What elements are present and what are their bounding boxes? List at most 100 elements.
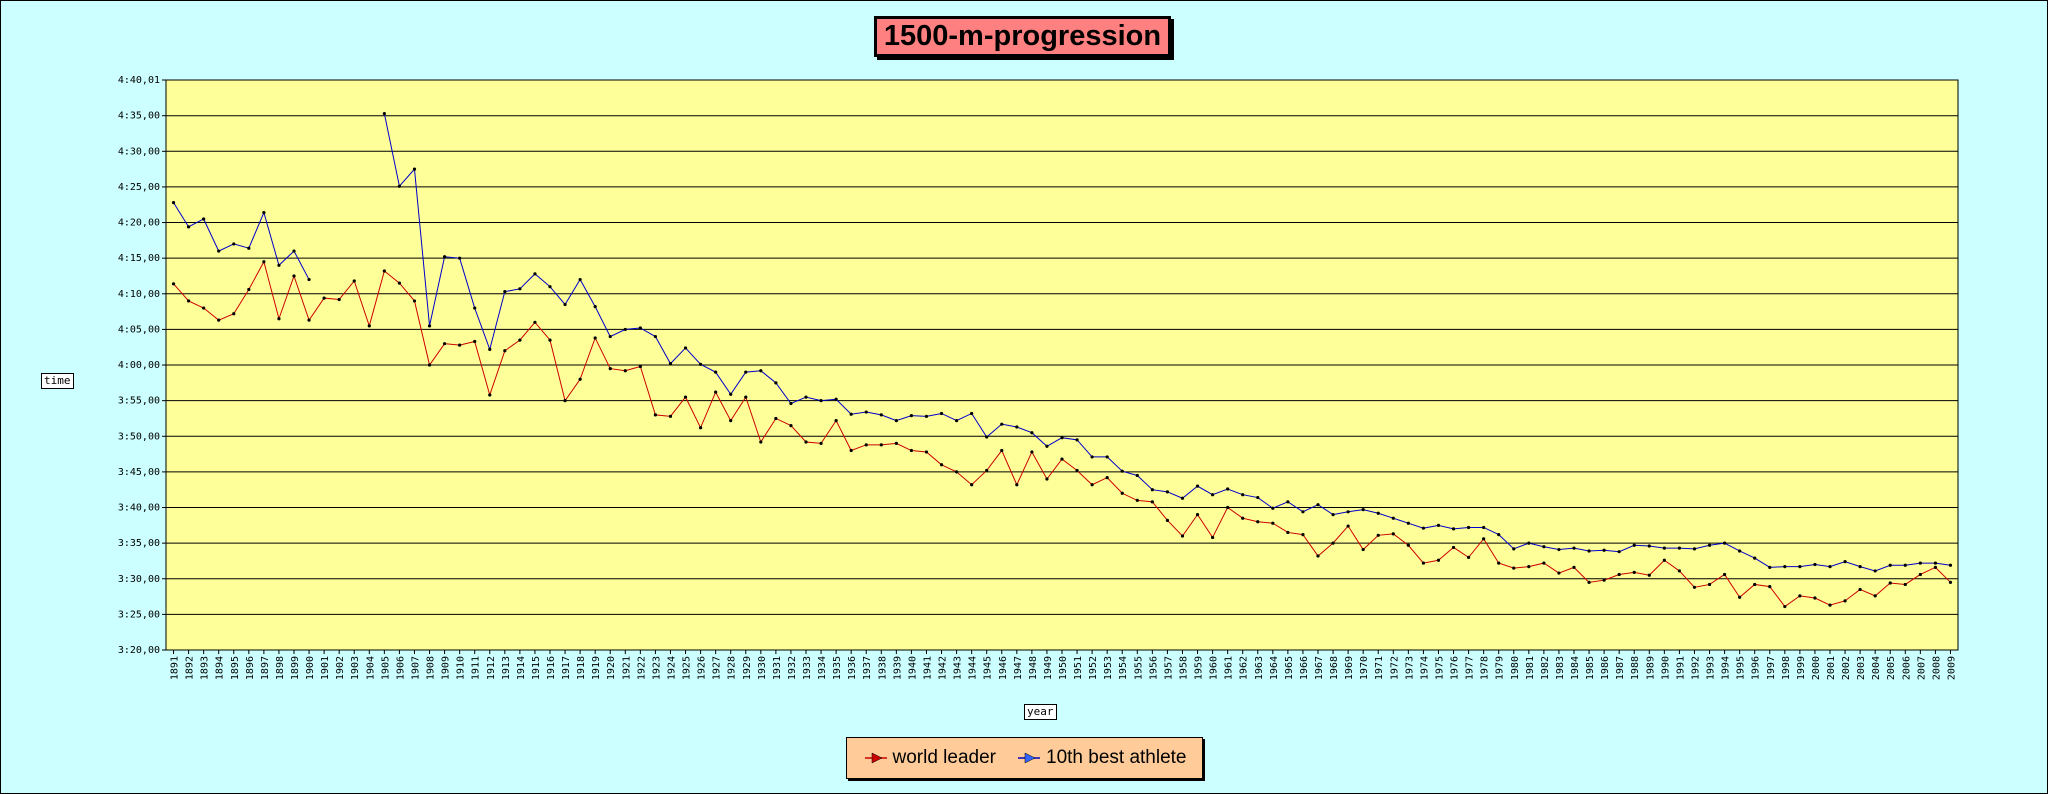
- x-axis: 1891 1892 1893 1894 1895 1896 1897 1898 1899 1900…: [170, 650, 1957, 680]
- data-point: [714, 390, 718, 394]
- y-tick-label: 4:20,00: [118, 218, 160, 229]
- data-point: [683, 395, 688, 399]
- x-tick-label: 1972: [1389, 656, 1400, 680]
- x-tick-label: 1966: [1299, 656, 1310, 680]
- data-point: [1391, 516, 1395, 520]
- x-tick-label: 1963: [1254, 656, 1265, 680]
- data-point: [1933, 565, 1938, 569]
- data-point: [638, 364, 642, 369]
- data-point: [1557, 547, 1561, 552]
- data-point: [1662, 546, 1666, 550]
- data-point: [1451, 545, 1456, 550]
- x-tick-label: 1965: [1284, 656, 1295, 680]
- x-tick-label: 1896: [245, 656, 256, 680]
- x-axis-label: year: [1024, 704, 1057, 720]
- data-point: [1135, 498, 1139, 502]
- x-tick-label: 1930: [757, 656, 768, 680]
- data-point: [985, 468, 989, 473]
- data-point: [1873, 569, 1877, 573]
- data-point: [1135, 473, 1139, 478]
- x-tick-label: 1911: [471, 656, 482, 680]
- series-line: [173, 202, 310, 280]
- x-tick-label: 1950: [1058, 656, 1069, 680]
- data-point: [1406, 521, 1410, 525]
- x-tick-label: 1937: [862, 656, 873, 680]
- data-point: [1075, 438, 1079, 442]
- data-point: [1165, 518, 1170, 522]
- data-point: [412, 167, 417, 171]
- x-tick-label: 1995: [1736, 656, 1747, 680]
- data-point: [518, 287, 522, 291]
- data-point: [1060, 436, 1064, 440]
- x-tick-label: 1897: [260, 656, 271, 680]
- data-point: [458, 256, 462, 260]
- data-point: [412, 299, 417, 303]
- x-tick-label: 1952: [1088, 656, 1099, 680]
- x-tick-label: 1999: [1796, 656, 1807, 680]
- data-point: [1150, 488, 1154, 492]
- data-point: [1933, 561, 1938, 565]
- x-tick-label: 1926: [697, 656, 708, 680]
- x-tick-label: 1983: [1555, 656, 1566, 680]
- data-point: [1542, 545, 1546, 549]
- data-point: [1105, 475, 1109, 480]
- data-point: [262, 260, 266, 264]
- data-point: [1436, 523, 1441, 527]
- data-point: [186, 225, 191, 229]
- data-point: [247, 287, 251, 292]
- data-point: [1798, 565, 1802, 569]
- legend-label-10th-best: 10th best athlete: [1046, 747, 1187, 768]
- x-tick-label: 1945: [983, 656, 994, 680]
- data-point: [1722, 572, 1727, 577]
- series-10th-best: [171, 111, 1953, 573]
- data-point: [1677, 569, 1682, 573]
- data-point: [1180, 496, 1185, 500]
- data-point: [1015, 425, 1019, 429]
- x-tick-label: 1923: [651, 656, 662, 680]
- x-tick-label: 1913: [501, 656, 512, 680]
- data-point: [744, 370, 748, 374]
- data-point: [1557, 571, 1561, 575]
- data-point: [367, 324, 371, 328]
- data-point: [1497, 561, 1501, 565]
- data-point: [909, 448, 914, 453]
- data-point: [729, 419, 733, 423]
- data-point: [1075, 468, 1079, 473]
- x-tick-label: 1898: [275, 656, 286, 680]
- x-tick-label: 1924: [666, 656, 677, 680]
- legend-marker-red-icon: [864, 752, 887, 764]
- data-point: [1828, 565, 1832, 569]
- x-tick-label: 1962: [1239, 656, 1250, 680]
- data-point: [1512, 547, 1516, 551]
- data-point: [1226, 487, 1230, 491]
- data-point: [924, 450, 929, 454]
- y-tick-label: 3:25,00: [118, 609, 160, 620]
- y-tick-label: 4:25,00: [118, 182, 160, 193]
- data-point: [683, 346, 688, 350]
- x-tick-label: 2005: [1886, 656, 1897, 680]
- x-tick-label: 1968: [1329, 656, 1340, 680]
- x-tick-label: 1989: [1645, 656, 1656, 680]
- data-point: [1361, 547, 1365, 552]
- data-point: [1000, 422, 1004, 426]
- data-point: [789, 401, 793, 406]
- data-point: [970, 411, 974, 416]
- data-point: [277, 317, 281, 321]
- data-point: [1527, 541, 1531, 545]
- data-point: [548, 338, 552, 342]
- x-tick-label: 1929: [742, 656, 753, 680]
- data-point: [819, 399, 823, 403]
- x-tick-label: 1894: [215, 656, 226, 680]
- data-point: [1210, 493, 1215, 497]
- x-tick-label: 1904: [365, 656, 376, 680]
- data-point: [909, 414, 914, 418]
- data-point: [804, 395, 808, 399]
- data-point: [548, 285, 552, 289]
- x-tick-label: 1979: [1495, 656, 1506, 680]
- data-point: [171, 282, 176, 286]
- data-point: [563, 302, 567, 307]
- data-point: [1210, 535, 1215, 540]
- x-tick-label: 1985: [1585, 656, 1596, 680]
- x-tick-label: 1909: [441, 656, 452, 680]
- data-point: [939, 411, 944, 416]
